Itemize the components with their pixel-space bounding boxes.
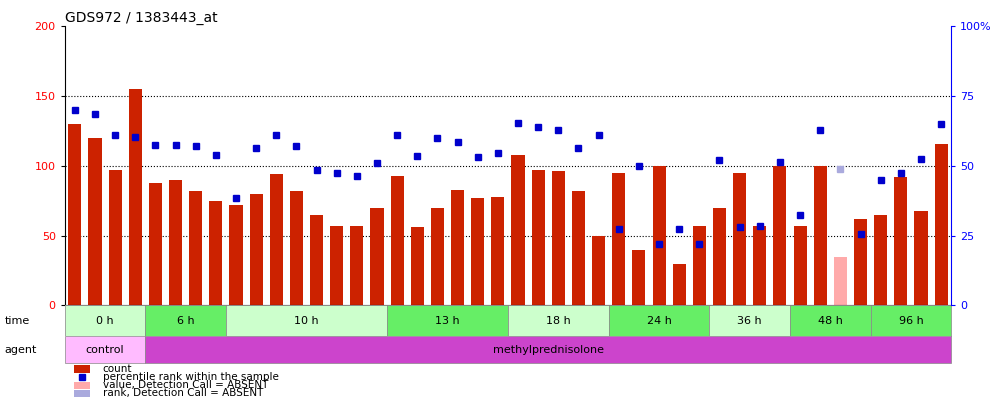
Bar [270,174,283,305]
Bar [189,191,202,305]
Bar [290,191,303,305]
Bar [894,177,907,305]
Bar [592,236,606,305]
Bar [652,166,665,305]
Bar [632,249,645,305]
Bar [613,173,625,305]
Text: 6 h: 6 h [177,316,194,326]
Text: GDS972 / 1383443_at: GDS972 / 1383443_at [65,11,217,25]
Bar [451,190,464,305]
Text: 0 h: 0 h [97,316,114,326]
Bar [148,183,162,305]
Bar [532,170,545,305]
Bar [508,305,609,337]
Text: 48 h: 48 h [818,316,843,326]
Bar [371,208,383,305]
Bar [410,227,424,305]
Bar [814,166,827,305]
Text: 10 h: 10 h [294,316,319,326]
Bar [351,226,364,305]
Bar [854,219,868,305]
Bar [74,390,90,397]
Bar [330,226,344,305]
Text: 36 h: 36 h [737,316,762,326]
Bar [794,226,807,305]
Bar [431,208,444,305]
Bar [89,138,102,305]
Bar [390,176,403,305]
Text: 18 h: 18 h [546,316,571,326]
Bar [914,211,927,305]
Bar [609,305,709,337]
Bar [69,124,82,305]
Bar [871,305,951,337]
Bar [713,208,726,305]
Text: methylprednisolone: methylprednisolone [493,345,604,355]
Text: control: control [86,345,124,355]
Bar [109,170,122,305]
Bar [934,143,947,305]
Bar [874,215,887,305]
Bar [387,305,508,337]
Bar [672,264,686,305]
Text: value, Detection Call = ABSENT: value, Detection Call = ABSENT [103,380,268,390]
Text: time: time [4,316,30,326]
Bar [226,305,387,337]
Bar [709,305,790,337]
Bar [834,257,847,305]
Bar [169,180,182,305]
Text: percentile rank within the sample: percentile rank within the sample [103,372,279,382]
Text: 13 h: 13 h [435,316,460,326]
Bar [65,337,145,363]
Bar [512,155,525,305]
Bar [250,194,263,305]
Bar [491,196,504,305]
Bar [74,382,90,389]
Text: agent: agent [4,345,37,355]
Bar [753,226,766,305]
Bar [733,173,746,305]
Bar [693,226,706,305]
Bar [310,215,323,305]
Bar [65,305,145,337]
Text: 96 h: 96 h [898,316,923,326]
Bar [74,365,90,373]
Bar [572,191,585,305]
Bar [773,166,787,305]
Bar [552,171,565,305]
Bar [128,89,141,305]
Text: 24 h: 24 h [646,316,671,326]
Bar [209,201,222,305]
Bar [471,198,484,305]
Bar [145,305,226,337]
Text: count: count [103,364,132,374]
Bar [790,305,871,337]
Bar [229,205,243,305]
Text: rank, Detection Call = ABSENT: rank, Detection Call = ABSENT [103,388,263,399]
